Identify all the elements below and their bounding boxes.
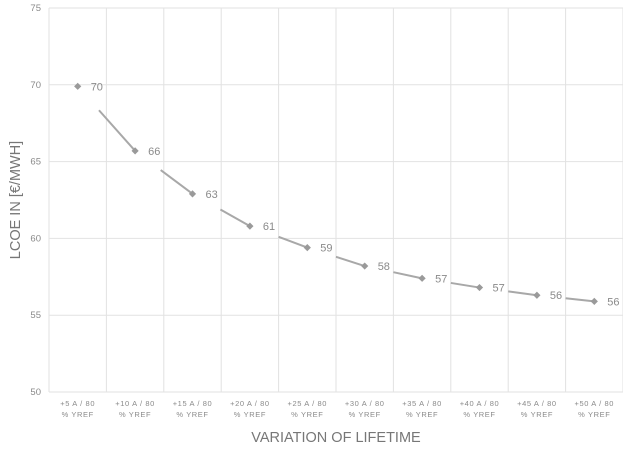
x-tick-label-line: +40 A / 80 (460, 399, 500, 408)
series-line-segment (450, 281, 480, 289)
y-tick-label: 70 (30, 80, 41, 91)
data-point-marker (418, 274, 426, 282)
series-line-segment (508, 290, 538, 297)
x-tick-label: +20 A / 80 % YREF (230, 399, 270, 419)
x-axis-title: VARIATION OF LIFETIME (251, 430, 421, 446)
data-label: 70 (91, 81, 103, 93)
x-tick-label: +45 A / 80 % YREF (517, 399, 557, 419)
x-tick-label: +25 A / 80 % YREF (288, 399, 328, 419)
y-tick-label: 60 (30, 233, 41, 244)
y-tick-label: 75 (30, 3, 41, 14)
y-axis-title: LCOE IN [€/MWH] (8, 141, 24, 259)
data-point-marker (188, 190, 197, 198)
x-tick-label-line: % YREF (234, 410, 266, 419)
data-labels: 70 66 63 61 59 58 57 57 56 56 (91, 81, 620, 308)
data-label: 56 (607, 296, 619, 308)
x-tick-label-line: +35 A / 80 (402, 399, 442, 408)
x-tick-label-line: % YREF (578, 410, 610, 419)
series-line-segment (335, 255, 366, 268)
series-line-segment (160, 169, 194, 195)
data-label: 57 (435, 273, 447, 285)
x-tick-label-line: % YREF (406, 410, 438, 419)
data-label: 57 (493, 283, 505, 295)
grid-layer (48, 7, 623, 393)
x-tick-label-line: % YREF (291, 410, 323, 419)
series-line-segment (219, 208, 251, 227)
y-tick-label: 65 (30, 157, 41, 168)
data-point-marker (361, 262, 369, 270)
y-tick-label: 55 (30, 310, 41, 321)
x-tick-label-line: +45 A / 80 (517, 399, 557, 408)
data-label: 56 (550, 290, 562, 302)
x-tick-label-line: +50 A / 80 (575, 399, 615, 408)
series-line-segment (278, 235, 308, 249)
series-line-segment (565, 297, 595, 303)
y-axis-ticks: 50 55 60 65 70 75 (30, 3, 41, 398)
data-point-marker (131, 147, 139, 155)
data-label: 58 (378, 261, 390, 273)
x-tick-label-line: % YREF (176, 410, 208, 419)
x-tick-label: +40 A / 80 % YREF (460, 399, 500, 419)
data-label: 66 (148, 146, 160, 158)
data-label: 59 (320, 243, 332, 255)
x-tick-label-line: % YREF (62, 410, 94, 419)
x-tick-label-line: +20 A / 80 (230, 399, 270, 408)
x-tick-label-line: % YREF (119, 410, 151, 419)
data-point-marker (303, 244, 311, 252)
x-tick-label: +30 A / 80 % YREF (345, 399, 385, 419)
data-point-marker (533, 291, 541, 299)
x-tick-label: +15 A / 80 % YREF (173, 399, 213, 419)
x-tick-label-line: +10 A / 80 (115, 399, 155, 408)
data-point-marker (74, 82, 82, 90)
y-tick-label: 50 (30, 387, 41, 398)
series-layer (74, 82, 598, 305)
data-label: 63 (206, 189, 218, 201)
data-point-marker (475, 283, 484, 292)
x-tick-label: +10 A / 80 % YREF (115, 399, 155, 419)
x-tick-label-line: +25 A / 80 (288, 399, 328, 408)
data-point-marker (246, 222, 254, 230)
series-line-segment (98, 109, 136, 152)
x-tick-label-line: +15 A / 80 (173, 399, 213, 408)
x-tick-label: +5 A / 80 % YREF (60, 399, 95, 419)
x-tick-label-line: % YREF (521, 410, 553, 419)
x-tick-label: +50 A / 80 % YREF (575, 399, 615, 419)
x-tick-label-line: % YREF (349, 410, 381, 419)
x-tick-label-line: +5 A / 80 (60, 399, 95, 408)
x-tick-label: +35 A / 80 % YREF (402, 399, 442, 419)
x-axis-ticks: +5 A / 80% YREF+10 A / 80% YREF+15 A / 8… (60, 399, 615, 419)
data-label: 61 (263, 221, 275, 233)
data-point-marker (590, 297, 598, 305)
series-line-segment (393, 271, 423, 280)
x-tick-label-line: % YREF (463, 410, 495, 419)
x-tick-label-line: +30 A / 80 (345, 399, 385, 408)
